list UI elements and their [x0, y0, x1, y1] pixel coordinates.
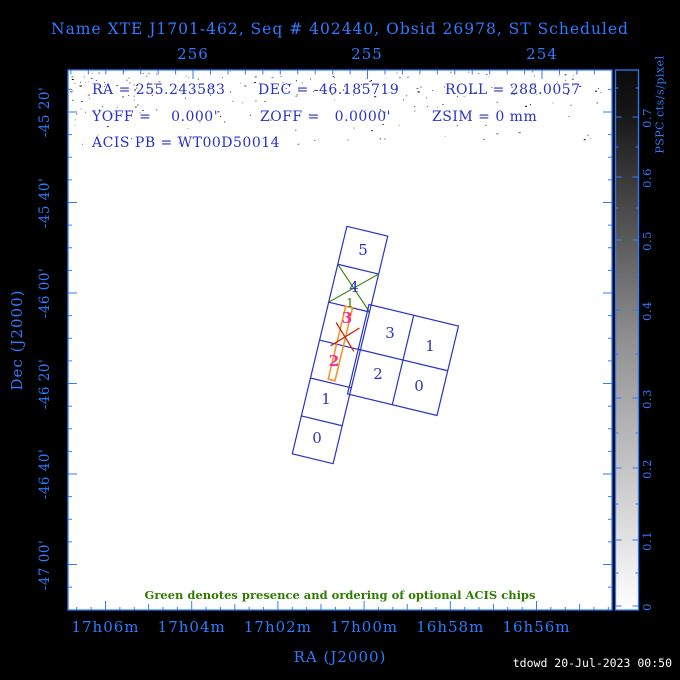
bottom-axis-tick-2: 17h04m: [157, 618, 226, 636]
bottom-axis-tick-1: 17h06m: [71, 618, 140, 636]
bottom-axis-tick-3: 17h02m: [243, 618, 312, 636]
subarray-window: [327, 305, 354, 382]
s-chip-1-label: 1: [321, 390, 331, 408]
left-axis-tick-4: -46 20': [37, 358, 53, 409]
left-axis-tick-3: -46 00': [37, 267, 53, 319]
page-title: Name XTE J1701-462, Seq # 402440, Obsid …: [51, 20, 629, 38]
i-chip-1-label: 1: [425, 337, 435, 355]
i-chip-3-label: 3: [385, 324, 395, 342]
yoff-value: YOFF = 0.000': [92, 109, 219, 125]
s-chip-2-label: 2: [329, 352, 339, 370]
colorbar-tick-03: 0.3: [640, 389, 654, 409]
roll-value: ROLL = 288.0057: [445, 82, 581, 98]
optional-chip-x-mark: [328, 263, 379, 313]
top-axis-tick-255: 255: [351, 45, 383, 63]
colorbar-tick-06: 0.6: [640, 168, 654, 188]
colorbar-tick-07: 0.7: [640, 108, 654, 128]
credit-timestamp: tdowd 20-Jul-2023 00:50: [512, 656, 672, 670]
dec-value: DEC = -46.185719: [258, 82, 400, 98]
bottom-axis-tick-4: 17h00m: [330, 618, 399, 636]
left-axis-tick-5: -46 40': [37, 448, 53, 500]
chip-labels: 5 4 3 2 1 0 1 3 1 2 0: [312, 241, 435, 447]
ra-value: RA = 255.243583: [92, 82, 226, 98]
bottom-axis-tick-6: 16h56m: [502, 618, 571, 636]
colorbar-tick-05: 0.5: [640, 231, 654, 251]
left-axis-tick-2: -45 40': [37, 177, 53, 228]
dec-axis-title: Dec (J2000): [8, 289, 26, 391]
left-axis-tick-6: -47 00': [37, 539, 53, 590]
colorbar-tick-04: 0.4: [640, 301, 654, 321]
acis-pb-value: ACIS PB = WT00D50014: [92, 135, 281, 151]
zoff-value: ZOFF = 0.0000': [260, 109, 391, 125]
acis-i-array-outline: [346, 303, 460, 417]
colorbar-title: PSPC cts/s/pixel: [653, 55, 667, 154]
top-axis-tick-254: 254: [526, 45, 558, 63]
colorbar-frame: [614, 69, 640, 611]
i-chip-0-label: 0: [414, 377, 424, 395]
s-chip-0-label: 0: [312, 429, 322, 447]
colorbar-tick-02: 0.2: [640, 459, 654, 479]
top-axis-tick-256: 256: [177, 45, 209, 63]
zsim-value: ZSIM = 0 mm: [432, 109, 538, 125]
ra-axis-title: RA (J2000): [293, 648, 387, 666]
colorbar-tick-00: 0: [640, 603, 654, 611]
s-chip-3-label: 3: [342, 309, 352, 327]
aimpoint-x-mark: [330, 322, 360, 352]
colorbar-tick-01: 0.1: [640, 531, 654, 551]
s-chip-4-label: 4: [349, 278, 359, 296]
footnote: Green denotes presence and ordering of o…: [144, 588, 536, 602]
i-chip-2-label: 2: [373, 365, 383, 383]
pspc-image-noise: [70, 71, 602, 145]
s-chip-5-label: 5: [358, 241, 368, 259]
bottom-axis-tick-5: 16h58m: [416, 618, 485, 636]
optional-chip-order-label: 1: [346, 295, 354, 310]
left-axis-tick-1: -45 20': [37, 86, 53, 138]
plot-frame: [67, 69, 613, 611]
colorbar-gradient: [615, 70, 639, 610]
